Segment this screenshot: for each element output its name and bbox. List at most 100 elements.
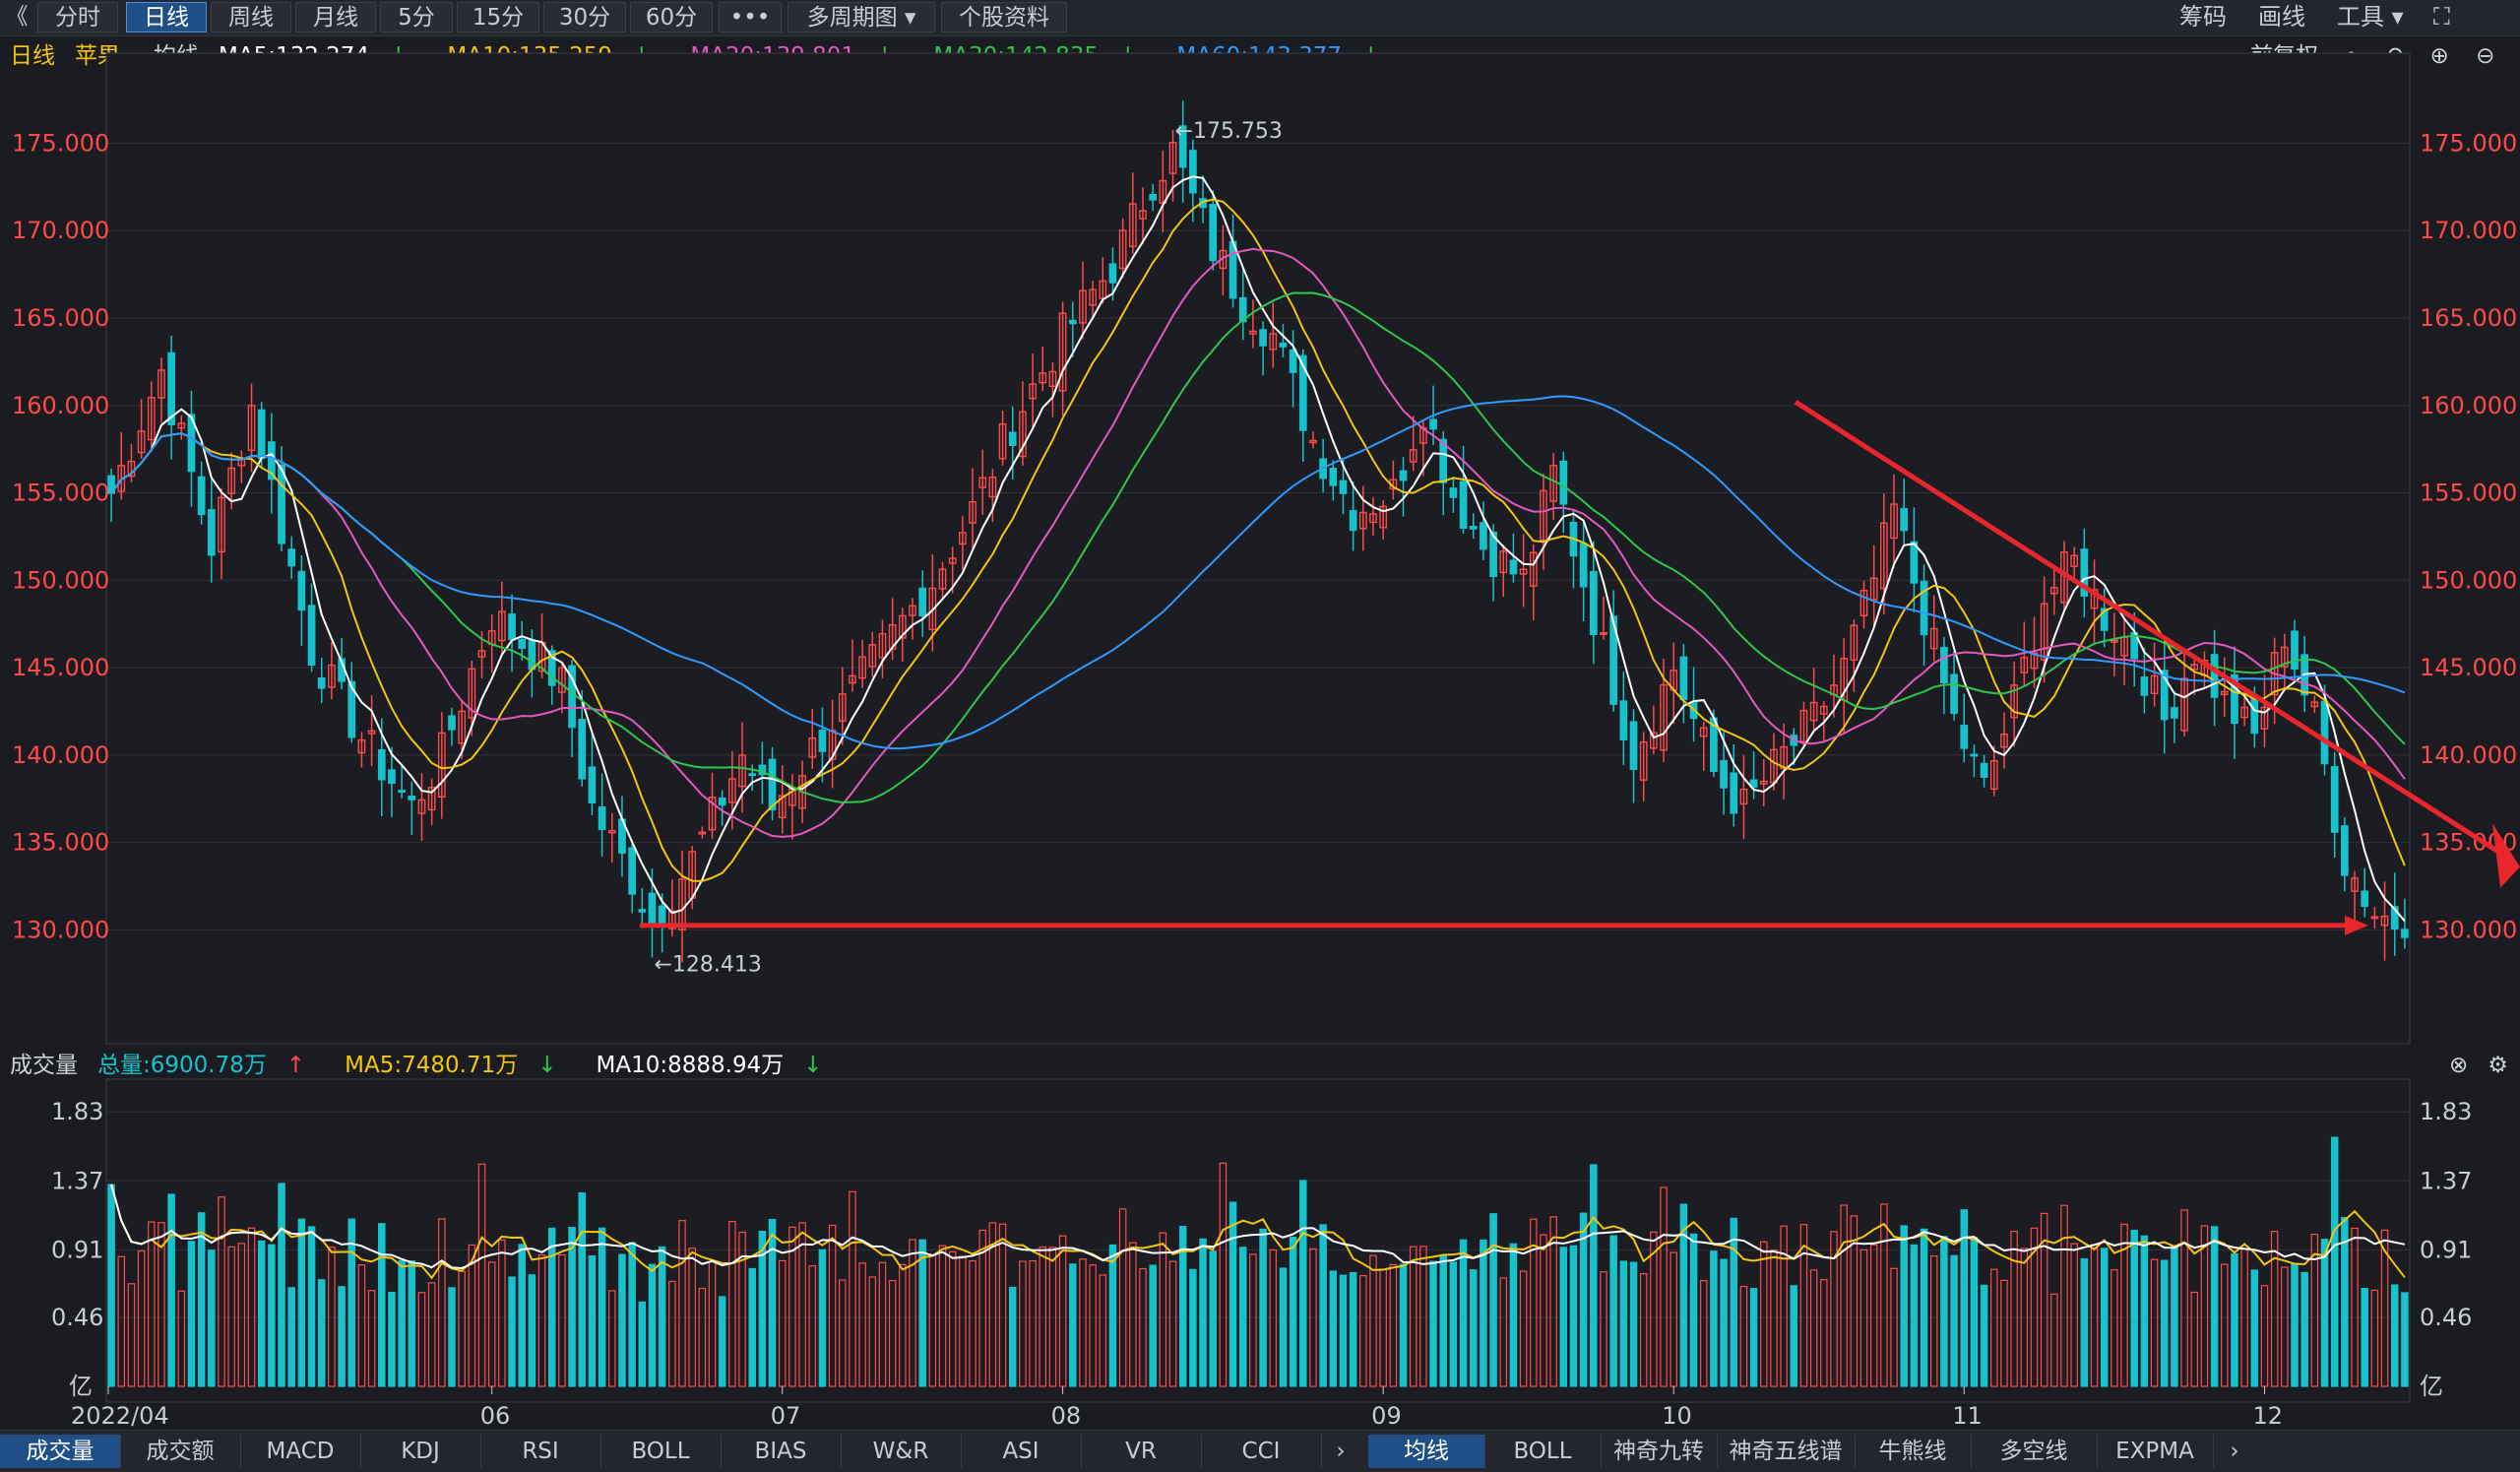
candle-body <box>1149 193 1158 201</box>
candle-body <box>938 568 947 590</box>
volume-bar <box>1178 1226 1187 1387</box>
volume-bar <box>1439 1254 1447 1387</box>
period-60min-button[interactable]: 60分 <box>630 2 713 32</box>
candle-body <box>2040 603 2048 661</box>
volume-bar <box>1869 1244 1878 1387</box>
candle-body <box>177 422 186 429</box>
chevron-right-icon[interactable]: › <box>1336 1439 1346 1464</box>
volume-bar <box>668 1280 676 1387</box>
caret-down-icon: ▾ <box>2384 3 2404 31</box>
tab-expma[interactable]: EXPMA <box>2097 1435 2214 1468</box>
candle-body <box>2250 694 2259 735</box>
tab-td-nine[interactable]: 神奇九转 <box>1601 1435 1718 1468</box>
volume-bar <box>417 1292 426 1387</box>
fullscreen-icon[interactable]: ⛶ <box>2433 3 2450 31</box>
tab-cci[interactable]: CCI <box>1201 1435 1322 1468</box>
candle-body <box>278 464 285 544</box>
period-week-button[interactable]: 周线 <box>211 2 291 32</box>
candle-body <box>1699 727 1708 737</box>
volume-bar <box>2270 1231 2279 1387</box>
volume-bar <box>1389 1263 1398 1387</box>
volume-bar <box>628 1242 636 1387</box>
tab-volume[interactable]: 成交量 <box>0 1435 121 1468</box>
tab-vr[interactable]: VR <box>1081 1435 1202 1468</box>
volume-bar <box>648 1263 657 1387</box>
candle-body <box>1358 511 1367 530</box>
tab-bias[interactable]: BIAS <box>721 1435 842 1468</box>
candle-body <box>1629 721 1638 771</box>
more-dots-icon[interactable]: ••• <box>719 2 782 32</box>
kline-chart[interactable]: 175.000 175.000 170.000 170.000 165.000 165.0… <box>0 37 2520 1430</box>
candle-body <box>1639 740 1648 781</box>
volume-tick-right: 0.91 <box>2420 1236 2472 1263</box>
tab-ma-overlay[interactable]: 均线 <box>1368 1435 1485 1468</box>
candle-body <box>2351 877 2359 892</box>
zoom-out-icon[interactable]: ⊖ <box>2476 43 2495 69</box>
candle-body <box>268 441 276 480</box>
candle-body <box>748 773 757 777</box>
multi-cycle-dropdown[interactable]: 多周期图 ▾ <box>788 2 935 32</box>
volume-bar <box>1579 1212 1588 1387</box>
volume-total: 总量:6900.78万 ↑ <box>97 1053 325 1078</box>
x-tick-label: 08 <box>1051 1402 1082 1430</box>
volume-title[interactable]: 成交量 <box>10 1053 78 1078</box>
chevron-right-icon[interactable]: › <box>2230 1439 2239 1464</box>
gear-icon[interactable]: ⚙ <box>2488 1053 2508 1078</box>
candle-body <box>1238 296 1247 323</box>
tab-asi[interactable]: ASI <box>961 1435 1082 1468</box>
zoom-in-icon[interactable]: ⊕ <box>2429 43 2449 69</box>
tab-boll[interactable]: BOLL <box>600 1435 722 1468</box>
period-30min-button[interactable]: 30分 <box>543 2 626 32</box>
candle-body <box>498 610 506 642</box>
candle-body <box>558 667 566 693</box>
tab-five-lines[interactable]: 神奇五线谱 <box>1717 1435 1856 1468</box>
period-month-button[interactable]: 月线 <box>295 2 376 32</box>
volume-bar <box>1660 1186 1668 1387</box>
price-tick-right: 145.000 <box>2420 654 2517 681</box>
volume-bar <box>2250 1269 2259 1387</box>
volume-bar <box>2000 1279 2008 1387</box>
tab-kdj[interactable]: KDJ <box>360 1435 481 1468</box>
candle-body <box>1920 580 1928 636</box>
candle-body <box>158 369 165 399</box>
period-day-button[interactable]: 日线 <box>126 2 207 32</box>
volume-bar <box>2060 1204 2068 1387</box>
volume-bar <box>678 1220 686 1387</box>
volume-panel <box>105 1078 2411 1403</box>
volume-bar <box>1259 1228 1267 1387</box>
candle-body <box>1039 372 1047 384</box>
volume-bar <box>367 1290 376 1387</box>
tab-turnover[interactable]: 成交额 <box>120 1435 241 1468</box>
candle-body <box>2140 676 2149 696</box>
close-icon[interactable]: ⊗ <box>2449 1053 2469 1078</box>
chevron-left-icon[interactable]: 《 <box>5 4 29 30</box>
volume-bar <box>608 1290 616 1387</box>
candle-body <box>317 676 326 689</box>
candle-body <box>898 614 907 639</box>
period-minute-button[interactable]: 分时 <box>37 2 118 32</box>
tab-long-short[interactable]: 多空线 <box>1971 1435 2098 1468</box>
period-5min-button[interactable]: 5分 <box>380 2 453 32</box>
tab-wr[interactable]: W&R <box>841 1435 962 1468</box>
volume-bar <box>1689 1233 1698 1387</box>
candle-body <box>678 878 686 931</box>
candle-body <box>658 905 666 926</box>
tools-dropdown[interactable]: 工具 ▾ <box>2337 2 2404 32</box>
chip-distribution-button[interactable]: 筹码 <box>2179 3 2227 31</box>
volume-bar <box>237 1243 246 1387</box>
price-tick-left: 155.000 <box>12 480 109 507</box>
candle-body <box>437 732 446 798</box>
period-15min-button[interactable]: 15分 <box>457 2 539 32</box>
tab-boll-overlay[interactable]: BOLL <box>1484 1435 1602 1468</box>
volume-bar <box>1349 1271 1357 1387</box>
volume-bar <box>698 1287 707 1387</box>
tab-rsi[interactable]: RSI <box>480 1435 601 1468</box>
stock-info-button[interactable]: 个股资料 <box>941 2 1067 32</box>
tab-macd[interactable]: MACD <box>240 1435 361 1468</box>
volume-bar <box>1339 1274 1348 1387</box>
volume-bar <box>328 1247 336 1387</box>
volume-bar <box>638 1301 647 1387</box>
draw-line-button[interactable]: 画线 <box>2258 3 2305 31</box>
candle-body <box>207 509 216 556</box>
tab-bull-bear[interactable]: 牛熊线 <box>1855 1435 1972 1468</box>
